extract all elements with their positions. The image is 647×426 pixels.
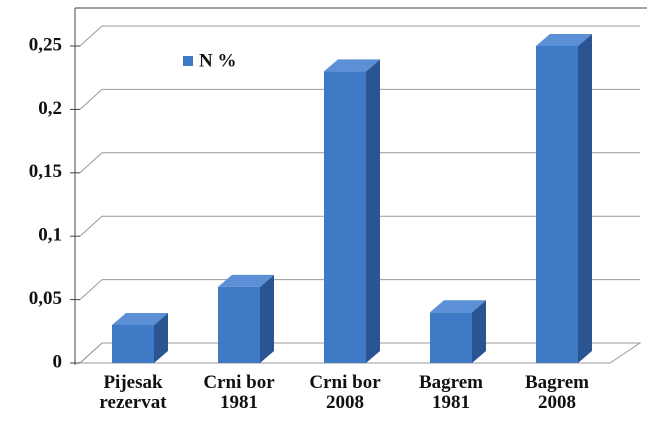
bar [324, 71, 366, 364]
y-tick-label: 0,15 [29, 161, 62, 182]
y-tick-label: 0,2 [38, 98, 62, 119]
grid-line-depth [79, 215, 103, 237]
bar-top [324, 59, 380, 72]
bar-side [366, 59, 380, 364]
bar [430, 312, 472, 363]
bar-side [578, 34, 592, 363]
x-tick-label: Bagrem 2008 [524, 372, 590, 413]
bar [112, 324, 154, 363]
grid-line-depth [79, 25, 103, 47]
bar-top [112, 312, 168, 325]
bar-side [472, 300, 486, 363]
y-tick-label: 0,25 [29, 34, 62, 55]
bar-side [260, 274, 274, 363]
x-tick-label: Crni bor 2008 [309, 372, 381, 413]
grid-line-depth [79, 152, 103, 174]
y-tick-label: 0,05 [29, 288, 62, 309]
bar-top [536, 34, 592, 46]
legend-label: N % [199, 50, 236, 71]
x-tick-label: Crni bor 1981 [203, 372, 275, 413]
x-tick-label: Pijesak rezervat [99, 372, 167, 413]
y-tick-label: 0,1 [38, 225, 62, 246]
bar-side [154, 312, 168, 363]
bar [536, 46, 578, 363]
grid-line-depth [79, 342, 103, 364]
x-tick-label: Bagrem 1981 [418, 372, 484, 413]
grid-line-depth [79, 89, 103, 110]
bar-top [430, 300, 486, 313]
legend-swatch [183, 56, 193, 66]
grid-line-depth [79, 279, 103, 300]
bar [218, 286, 260, 363]
bar-top [218, 274, 274, 287]
y-tick-label: 0 [53, 351, 63, 372]
